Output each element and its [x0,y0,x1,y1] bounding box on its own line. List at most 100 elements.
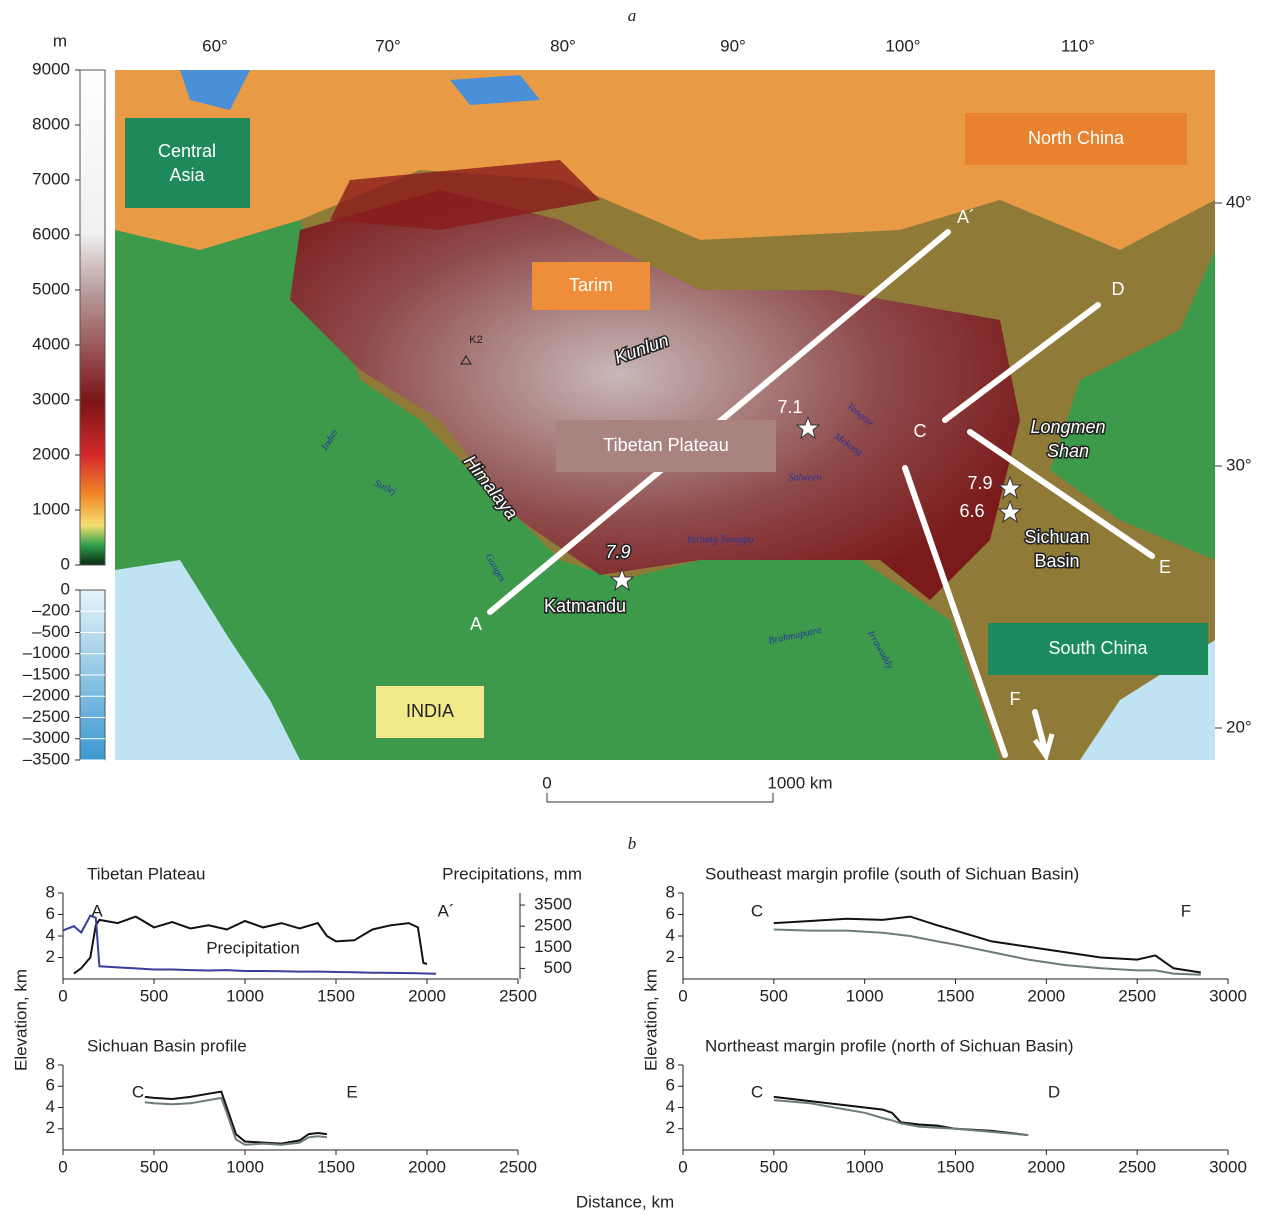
y2-axis-label: Precipitations, mm [442,864,582,883]
profile-end-label: D [1112,279,1125,299]
y-tick-label: 2 [666,947,675,966]
colorbar-label: –3500 [23,749,70,768]
profile-end-label: E [1159,557,1171,577]
scale-label: 1000 km [767,773,832,792]
colorbar-label: 6000 [32,224,70,243]
magnitude-label: 6.6 [959,501,984,521]
colorbar-label: 3000 [32,389,70,408]
profile-end-label: A [470,614,482,634]
x-tick-label: 1000 [846,1157,884,1176]
y-tick-label: 8 [666,882,675,901]
annotation: A´ [438,901,455,920]
y-tick-label: 4 [46,1097,55,1116]
panel-label: b [628,834,637,853]
series-line [145,1098,327,1145]
colorbar-label: 4000 [32,334,70,353]
longitude-label: 60° [202,36,228,55]
annotation: C [751,901,763,920]
x-tick-label: 2500 [1118,1157,1156,1176]
annotation: E [346,1082,357,1101]
latitude-label: 30° [1226,455,1252,474]
place-label: Katmandu [544,596,626,616]
x-tick-label: 2000 [1027,986,1065,1005]
annotation: A [91,901,103,920]
profile-end-label: C [914,421,927,441]
y-tick-label: 6 [666,904,675,923]
y-tick-label: 2 [46,1118,55,1137]
x-axis-label: Distance, km [576,1192,674,1211]
y-tick-label: 8 [46,882,55,901]
colorbar-label: 5000 [32,279,70,298]
y-tick-label: 8 [666,1054,675,1073]
profile-end-label: F [1010,689,1021,709]
y-tick-label: 4 [666,1097,675,1116]
annotation: D [1048,1082,1060,1101]
y-tick-label: 4 [666,925,675,944]
x-tick-label: 3000 [1209,986,1247,1005]
colorbar-label: 9000 [32,59,70,78]
magnitude-label: 7.1 [777,397,802,417]
colorbar-label: 1000 [32,499,70,518]
x-tick-label: 2000 [408,1157,446,1176]
x-tick-label: 1000 [226,1157,264,1176]
annotation: Precipitation [206,938,300,957]
colorbar-label: –3000 [23,728,70,747]
x-tick-label: 2500 [499,986,537,1005]
colorbar-label: –2000 [23,686,70,705]
region-label: Tarim [569,275,613,295]
x-tick-label: 0 [58,1157,67,1176]
y-axis-label: Elevation, km [11,969,30,1071]
profile-end-label: A´ [957,207,975,227]
longitude-label: 70° [375,36,401,55]
series-line [774,930,1201,975]
y-tick-label: 2 [46,947,55,966]
x-tick-label: 500 [140,1157,168,1176]
annotation: F [1181,901,1191,920]
annotation: C [751,1082,763,1101]
y2-tick-label: 500 [544,958,572,977]
chart-title: Southeast margin profile (south of Sichu… [705,864,1079,883]
x-tick-label: 1000 [846,986,884,1005]
x-tick-label: 1500 [317,986,355,1005]
latitude-label: 40° [1226,192,1252,211]
x-tick-label: 1500 [937,1157,975,1176]
colorbar-label: 2000 [32,444,70,463]
colorbar-label: –200 [32,601,70,620]
scale-label: 0 [542,773,551,792]
x-tick-label: 2000 [408,986,446,1005]
region-label: North China [1028,128,1125,148]
region-label: South China [1048,638,1148,658]
colorbar-label: 7000 [32,169,70,188]
x-tick-label: 1500 [317,1157,355,1176]
y2-tick-label: 3500 [534,895,572,914]
magnitude-label: 7.9 [605,542,630,562]
longitude-label: 100° [885,36,920,55]
magnitude-label: 7.9 [967,473,992,493]
x-tick-label: 500 [140,986,168,1005]
x-tick-label: 2500 [1118,986,1156,1005]
colorbar-label: –500 [32,622,70,641]
y-tick-label: 6 [46,1076,55,1095]
annotation: C [132,1082,144,1101]
colorbar-label: –1000 [23,643,70,662]
x-tick-label: 0 [678,986,687,1005]
x-tick-label: 3000 [1209,1157,1247,1176]
region-label: INDIA [406,701,454,721]
x-tick-label: 1000 [226,986,264,1005]
x-tick-label: 1500 [937,986,975,1005]
longitude-label: 110° [1061,36,1095,55]
panel-label: a [628,6,637,25]
colorbar-label: 0 [61,554,70,573]
colorbar-unit: m [53,31,67,50]
latitude-label: 20° [1226,717,1252,736]
x-tick-label: 0 [58,986,67,1005]
x-tick-label: 500 [760,1157,788,1176]
chart-title: Northeast margin profile (north of Sichu… [705,1036,1074,1055]
x-tick-label: 2500 [499,1157,537,1176]
longitude-label: 80° [550,36,576,55]
y-tick-label: 6 [46,904,55,923]
colorbar-label: 8000 [32,114,70,133]
y2-tick-label: 1500 [534,937,572,956]
y-tick-label: 8 [46,1054,55,1073]
colorbar-label: 0 [61,579,70,598]
